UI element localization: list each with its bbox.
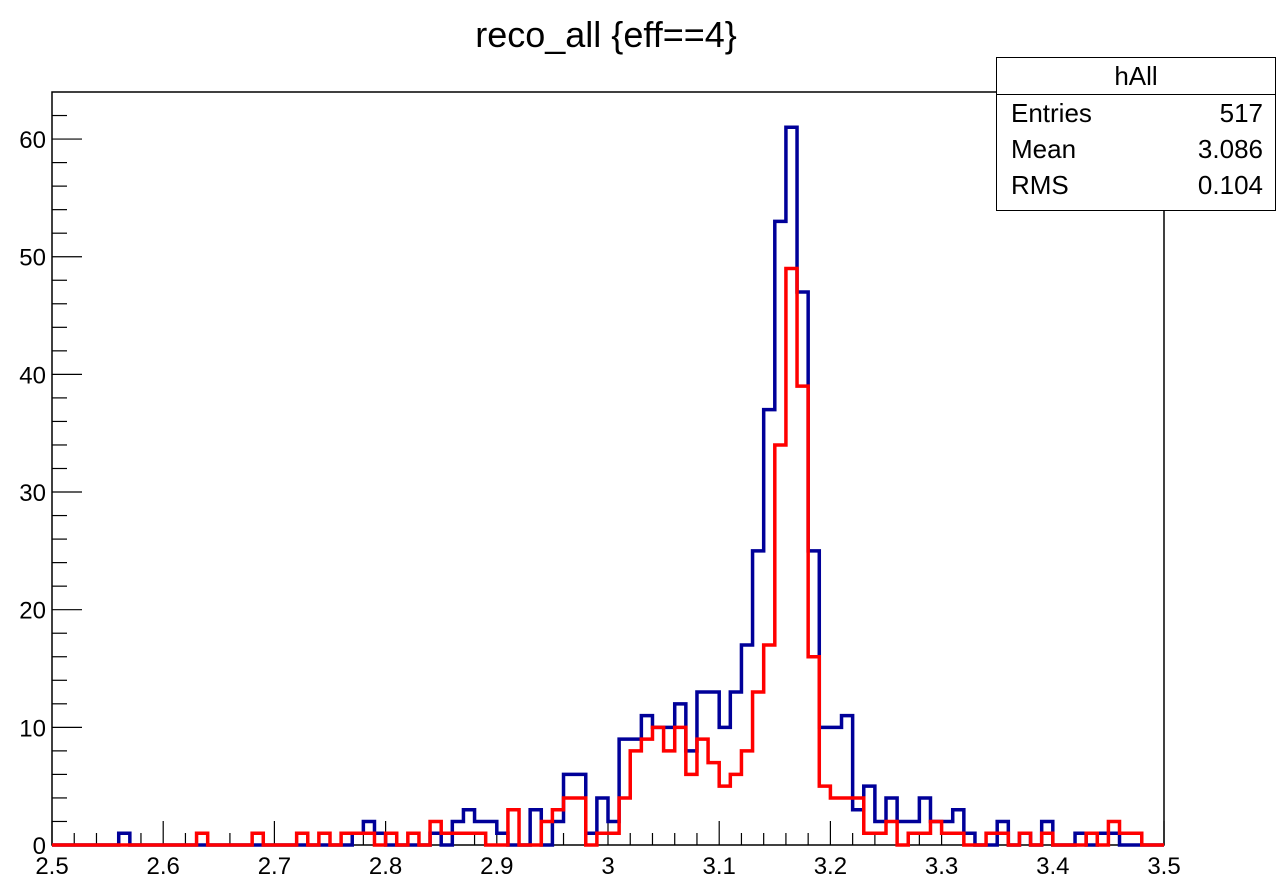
y-axis: 0 10 20 30 40 50 60 [19, 114, 82, 860]
stats-box-title: hAll [997, 58, 1275, 95]
y-tick-label: 30 [19, 480, 46, 507]
stats-row-rms: RMS 0.104 [997, 167, 1275, 203]
stats-label: Entries [1011, 98, 1092, 128]
series-1-line [52, 125, 1164, 847]
x-tick-label: 3.2 [814, 853, 847, 880]
chart-title: reco_all {eff==4} [475, 14, 737, 55]
y-tick-label: 20 [19, 598, 46, 625]
stats-value: 3.086 [1197, 134, 1263, 164]
x-tick-label: 3.1 [703, 853, 736, 880]
x-tick-label: 3.4 [1036, 853, 1069, 880]
stats-value: 517 [1219, 98, 1263, 128]
x-tick-label: 2.5 [35, 853, 68, 880]
x-tick-label: 3.5 [1147, 853, 1180, 880]
x-axis: 2.5 2.6 2.7 2.8 2.9 3 3.1 3.2 3.3 3.4 3.5 [35, 821, 1181, 880]
stats-row-mean: Mean 3.086 [997, 131, 1275, 167]
stats-box: hAll Entries 517 Mean 3.086 RMS 0.104 [996, 57, 1276, 211]
y-tick-label: 50 [19, 245, 46, 272]
y-tick-label: 40 [19, 362, 46, 389]
y-tick-label: 0 [33, 833, 46, 860]
stats-label: Mean [1011, 134, 1077, 164]
series-layer [52, 125, 1164, 847]
x-tick-label: 2.6 [147, 853, 180, 880]
stats-label: RMS [1011, 170, 1069, 200]
stats-row-entries: Entries 517 [997, 95, 1275, 131]
y-tick-label: 10 [19, 715, 46, 742]
stats-value: 0.104 [1197, 170, 1263, 200]
x-tick-label: 3 [601, 853, 614, 880]
series-2-line [52, 266, 1164, 847]
x-tick-label: 2.7 [258, 853, 291, 880]
x-tick-label: 2.9 [480, 853, 513, 880]
y-tick-label: 60 [19, 127, 46, 154]
x-tick-label: 3.3 [925, 853, 958, 880]
x-tick-label: 2.8 [369, 853, 402, 880]
